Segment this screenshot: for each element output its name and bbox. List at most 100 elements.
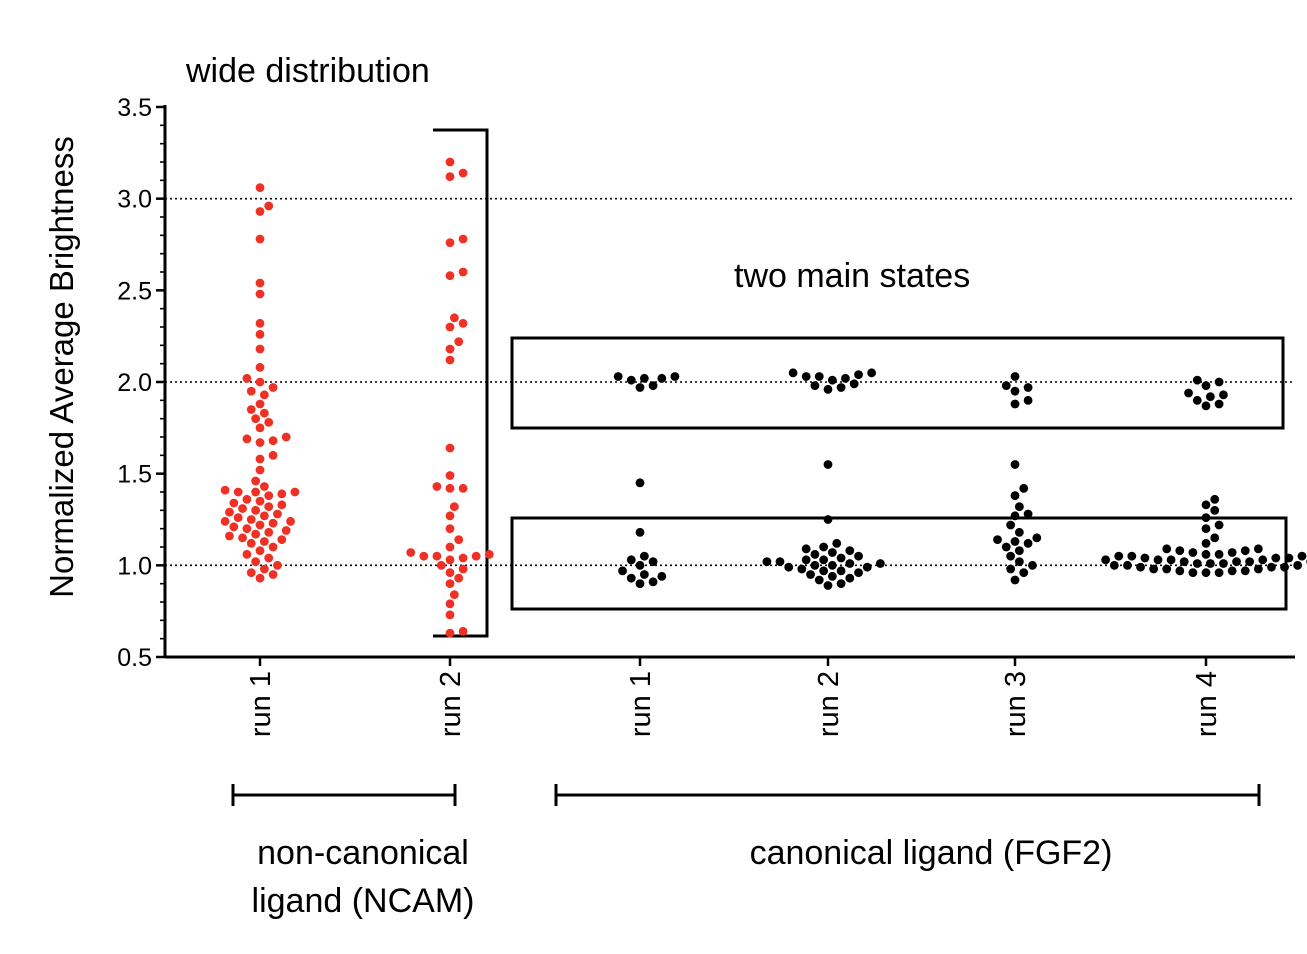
x-tick-label: run 2 (435, 671, 467, 737)
data-point (264, 527, 274, 537)
data-point (1201, 524, 1211, 534)
data-point (1123, 560, 1132, 570)
data-point (823, 460, 833, 469)
data-point (251, 476, 261, 486)
data-point (458, 267, 468, 277)
data-point (845, 559, 855, 568)
data-point (1188, 568, 1198, 578)
data-point (810, 381, 820, 391)
data-point (1166, 555, 1176, 565)
data-point (1028, 560, 1037, 570)
data-point (648, 557, 658, 567)
data-points (220, 157, 1307, 638)
data-point (613, 372, 623, 381)
data-point (259, 482, 269, 491)
data-point (251, 487, 261, 497)
data-point (1032, 533, 1042, 543)
data-point (220, 516, 230, 526)
data-point (436, 560, 446, 570)
data-point (268, 450, 278, 460)
data-point (784, 562, 794, 572)
data-point (1014, 527, 1024, 537)
data-point (1219, 559, 1228, 568)
data-point (635, 527, 645, 537)
data-point (1179, 557, 1189, 567)
data-point (255, 344, 265, 354)
data-point (836, 383, 846, 392)
data-point (246, 405, 256, 414)
data-point (801, 372, 811, 381)
data-point (445, 157, 455, 167)
data-point (626, 573, 636, 583)
data-point (1192, 395, 1202, 405)
data-point (1201, 500, 1211, 510)
data-point (471, 551, 481, 561)
data-point (626, 555, 636, 565)
data-point (1205, 392, 1215, 402)
data-point (1214, 399, 1224, 409)
data-point (277, 489, 287, 499)
data-point (449, 590, 459, 600)
data-point (845, 573, 855, 583)
data-point (1214, 520, 1224, 530)
data-point (255, 520, 265, 530)
data-point (814, 372, 824, 381)
data-point (255, 318, 265, 328)
data-point (1010, 511, 1020, 521)
data-point (458, 318, 468, 328)
data-point (1258, 555, 1268, 565)
data-point (1109, 560, 1119, 570)
data-point (255, 423, 265, 433)
data-point (1010, 491, 1020, 501)
data-point (1240, 546, 1250, 556)
data-point (1023, 509, 1033, 519)
data-point (1006, 551, 1016, 561)
data-point (268, 436, 278, 446)
brackets (231, 128, 1288, 806)
data-point (823, 384, 833, 394)
data-point (801, 544, 811, 554)
data-point (648, 381, 658, 391)
data-point (229, 498, 239, 508)
data-point (1014, 557, 1024, 567)
data-point (1227, 548, 1237, 557)
data-point (1271, 553, 1281, 563)
data-point (849, 379, 859, 389)
data-point (255, 465, 265, 475)
x-tick-label: run 3 (1000, 671, 1032, 737)
data-point (1127, 551, 1137, 561)
data-point (1293, 560, 1303, 570)
y-tick-label: 3.0 (117, 186, 152, 214)
data-point (854, 568, 863, 578)
data-point (657, 571, 667, 581)
annotation-wide-distribution: wide distribution (185, 52, 430, 90)
data-point (255, 454, 265, 464)
data-point (1210, 505, 1220, 515)
data-point (238, 533, 247, 543)
data-point (823, 581, 833, 590)
data-point (635, 579, 645, 589)
data-point (1001, 381, 1011, 391)
data-point (639, 551, 649, 561)
data-point (1201, 381, 1211, 391)
data-point (1284, 553, 1294, 563)
y-axis-label: Normalized Average Brightness (43, 136, 80, 598)
y-axis: 0.5 1.0 1.5 2.0 2.5 3.0 3.5 (117, 94, 167, 672)
data-point (1175, 566, 1185, 576)
data-point (1010, 575, 1020, 585)
data-point (1114, 551, 1124, 561)
data-point (259, 537, 269, 546)
data-point (273, 509, 282, 519)
data-point (445, 511, 455, 521)
data-point (639, 373, 649, 383)
data-point (854, 370, 863, 380)
data-point (259, 390, 269, 400)
data-point (801, 555, 811, 565)
data-point (432, 482, 442, 491)
data-point (1205, 559, 1215, 568)
data-point (233, 487, 243, 497)
data-point (845, 546, 855, 556)
data-point (255, 278, 265, 288)
x-tick-label: run 2 (813, 671, 845, 737)
data-point (836, 566, 846, 576)
